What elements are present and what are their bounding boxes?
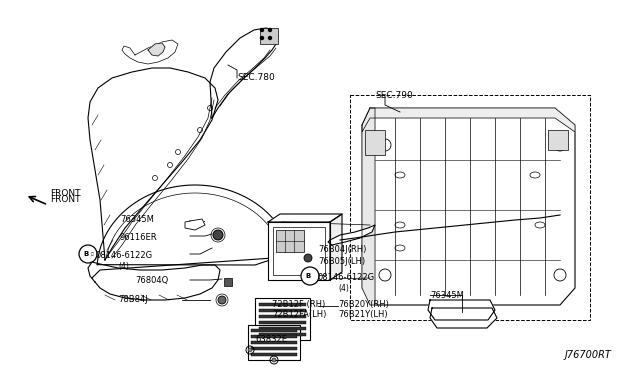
- Polygon shape: [268, 214, 342, 222]
- Bar: [259, 321, 306, 324]
- Circle shape: [272, 358, 276, 362]
- Bar: [259, 327, 306, 330]
- Text: 76345M: 76345M: [120, 215, 154, 224]
- Polygon shape: [185, 219, 205, 230]
- Polygon shape: [362, 108, 575, 132]
- Bar: [259, 315, 306, 318]
- Bar: [268, 222, 330, 280]
- Circle shape: [218, 296, 226, 304]
- Text: B: B: [305, 273, 310, 279]
- Polygon shape: [362, 108, 575, 305]
- Text: 78B84J: 78B84J: [118, 295, 148, 305]
- Text: (4): (4): [118, 262, 129, 270]
- Circle shape: [304, 274, 312, 282]
- Text: 08146-6122G: 08146-6122G: [95, 251, 152, 260]
- Text: 76B04J(RH): 76B04J(RH): [318, 246, 366, 254]
- Circle shape: [248, 348, 252, 352]
- Text: 76B21Y(LH): 76B21Y(LH): [338, 311, 388, 320]
- Bar: [255, 298, 310, 340]
- Polygon shape: [210, 28, 278, 118]
- Text: SEC.780: SEC.780: [237, 74, 275, 83]
- Polygon shape: [328, 225, 375, 245]
- Text: FRONT: FRONT: [50, 189, 81, 199]
- Polygon shape: [88, 68, 218, 260]
- Bar: [251, 341, 297, 344]
- Text: 96116ER: 96116ER: [120, 234, 157, 243]
- Bar: [251, 347, 297, 350]
- Bar: [273, 227, 325, 275]
- Text: 76B05J(LH): 76B05J(LH): [318, 257, 365, 266]
- Bar: [260, 28, 278, 44]
- Circle shape: [269, 29, 271, 32]
- Bar: [259, 333, 306, 336]
- Bar: [259, 309, 306, 312]
- Bar: [548, 130, 568, 150]
- Polygon shape: [430, 308, 497, 328]
- Text: (4): (4): [338, 283, 349, 292]
- Circle shape: [213, 230, 223, 240]
- Circle shape: [79, 245, 97, 263]
- Text: 76B20Y(RH): 76B20Y(RH): [338, 299, 389, 308]
- Bar: [251, 335, 297, 338]
- Bar: [259, 303, 306, 306]
- Text: 76345M: 76345M: [430, 291, 464, 299]
- Bar: [251, 353, 297, 356]
- Circle shape: [260, 36, 264, 39]
- Bar: [224, 278, 232, 286]
- Bar: [248, 325, 300, 360]
- Text: Ⓑ: Ⓑ: [91, 252, 93, 256]
- Text: SEC.790: SEC.790: [375, 90, 413, 99]
- Circle shape: [301, 267, 319, 285]
- Polygon shape: [362, 108, 375, 305]
- Text: B: B: [83, 251, 88, 257]
- Polygon shape: [88, 262, 220, 300]
- Polygon shape: [148, 43, 165, 56]
- Circle shape: [260, 29, 264, 32]
- Polygon shape: [330, 214, 342, 280]
- Text: 08146-6122G: 08146-6122G: [318, 273, 375, 282]
- Circle shape: [269, 36, 271, 39]
- Text: 72B12F (RH): 72B12F (RH): [272, 299, 325, 308]
- Text: 76804Q: 76804Q: [135, 276, 168, 285]
- Text: 72B12FA(LH): 72B12FA(LH): [272, 311, 326, 320]
- Text: J76700RT: J76700RT: [565, 350, 612, 360]
- Bar: [251, 329, 297, 332]
- Bar: [365, 130, 385, 155]
- Bar: [276, 230, 304, 252]
- Text: 63832E: 63832E: [255, 336, 287, 344]
- Circle shape: [304, 254, 312, 262]
- Text: FRONT: FRONT: [50, 196, 81, 205]
- Polygon shape: [428, 300, 495, 320]
